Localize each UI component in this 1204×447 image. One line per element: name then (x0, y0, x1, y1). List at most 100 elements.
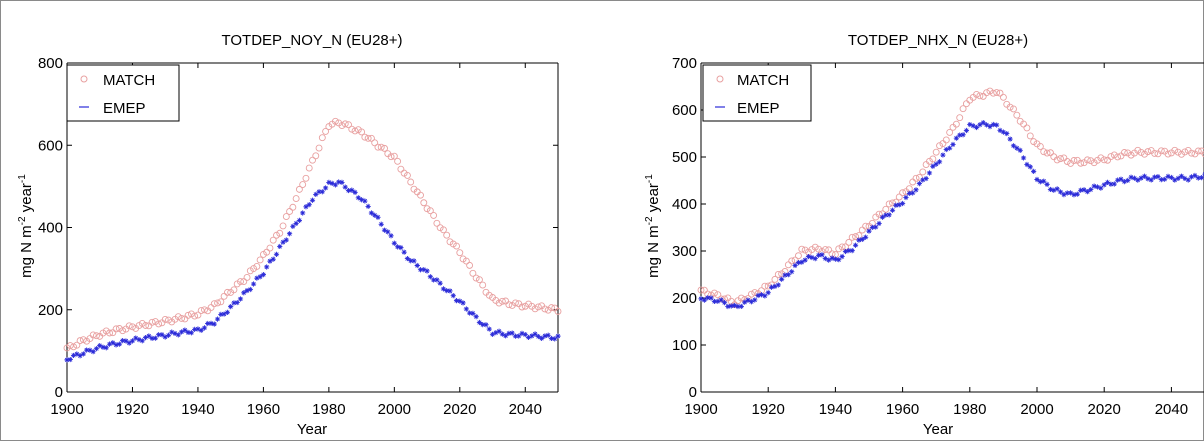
data-point (257, 274, 263, 280)
data-point (377, 143, 385, 151)
data-point (93, 346, 100, 352)
data-point (250, 281, 257, 287)
data-point (231, 300, 237, 306)
data-point (792, 262, 798, 269)
data-point (256, 256, 264, 264)
y-tick-label: 600 (672, 102, 697, 119)
data-point (1098, 185, 1104, 191)
data-point (76, 337, 84, 345)
data-point (1064, 190, 1070, 196)
data-point (126, 340, 132, 346)
x-tick-label: 1920 (116, 401, 149, 418)
data-point (745, 297, 751, 303)
data-point (1077, 159, 1085, 167)
data-point (1061, 192, 1067, 198)
legend-label-match: MATCH (103, 72, 155, 89)
data-point (1023, 124, 1031, 132)
data-point (293, 220, 299, 227)
data-point (289, 203, 297, 211)
data-point (149, 335, 155, 341)
data-point (715, 298, 721, 304)
data-point (466, 261, 474, 269)
data-point (963, 127, 970, 134)
data-point (352, 189, 358, 195)
data-point (1158, 176, 1164, 183)
data-point (1087, 157, 1095, 165)
data-point (1107, 153, 1115, 160)
data-point (483, 322, 489, 328)
data-point (812, 256, 818, 262)
data-point (970, 123, 976, 129)
data-point (697, 286, 705, 294)
data-point (825, 246, 833, 254)
data-point (401, 249, 407, 255)
data-point (453, 298, 460, 304)
data-point (1000, 129, 1006, 135)
data-point (910, 190, 916, 196)
data-point (1053, 156, 1061, 164)
data-point (80, 351, 86, 357)
data-point (142, 334, 149, 341)
data-point (110, 340, 116, 346)
data-point (269, 236, 277, 244)
data-point (999, 93, 1007, 101)
data-point (1134, 146, 1142, 154)
data-point (922, 161, 930, 168)
data-point (794, 252, 802, 260)
data-point (842, 248, 849, 255)
data-point (700, 286, 708, 294)
data-point (1017, 147, 1023, 153)
data-point (1051, 187, 1057, 193)
data-point (821, 246, 829, 254)
data-point (276, 229, 284, 237)
data-point (178, 329, 185, 335)
data-point (394, 157, 402, 165)
data-point (129, 338, 136, 344)
data-point (711, 298, 718, 305)
x-axis-label: Year (923, 421, 953, 438)
panel-totdep-noy: TOTDEP_NOY_N (EU28+) Year mg N m-2 year-… (17, 32, 562, 438)
data-point (819, 252, 825, 258)
data-point (390, 152, 398, 160)
data-point (852, 242, 859, 248)
data-point (217, 298, 225, 306)
data-point (414, 262, 420, 269)
data-point (735, 303, 741, 310)
data-point (866, 228, 872, 234)
data-point (915, 173, 923, 181)
data-point (947, 145, 953, 151)
data-point (1084, 189, 1090, 195)
data-point (1057, 155, 1064, 163)
legend-label-match: MATCH (737, 72, 789, 89)
data-point (747, 290, 755, 298)
data-point (1024, 161, 1030, 168)
data-point (1083, 156, 1091, 164)
data-point (1091, 183, 1097, 189)
data-point (467, 310, 473, 316)
data-point (331, 117, 339, 125)
data-point (67, 356, 73, 363)
data-point (987, 123, 993, 130)
data-point (1114, 153, 1122, 161)
data-point (264, 264, 270, 270)
x-axis-label: Year (297, 421, 327, 438)
series-match (697, 87, 1204, 309)
y-tick-label: 0 (689, 384, 697, 401)
data-point (738, 303, 744, 310)
data-point (345, 121, 352, 129)
data-point (476, 319, 483, 326)
data-point (374, 143, 382, 151)
y-axis-label-main: mg N m (645, 225, 662, 278)
data-point (916, 181, 922, 187)
data-point (341, 120, 349, 128)
data-point (990, 121, 996, 128)
data-point (253, 263, 261, 270)
y-axis-label-exp1: -2 (644, 216, 655, 225)
data-point (480, 322, 486, 328)
data-point (785, 272, 791, 278)
data-point (996, 89, 1004, 97)
data-point (548, 335, 555, 342)
data-point (70, 343, 77, 351)
data-point (903, 194, 909, 201)
data-point (889, 207, 896, 213)
